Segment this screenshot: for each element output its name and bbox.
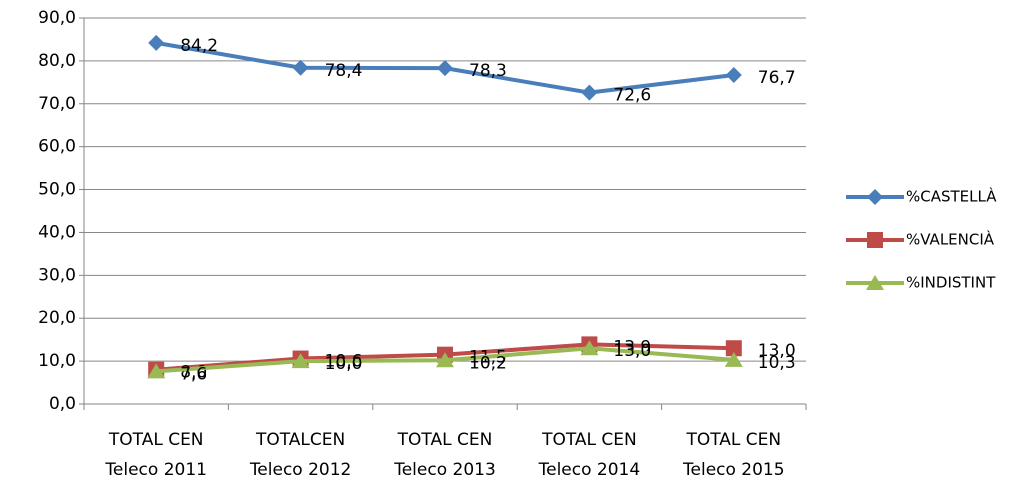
y-tick-label: 40,0 xyxy=(38,222,76,242)
y-tick-label: 70,0 xyxy=(38,94,76,114)
legend-marker xyxy=(867,189,883,205)
x-tick-label: Teleco 2011 xyxy=(104,460,207,480)
x-tick-label: TOTAL CEN xyxy=(108,430,204,450)
y-tick-label: 0,0 xyxy=(49,394,76,414)
x-tick-label: Teleco 2014 xyxy=(538,460,641,480)
data-label: 13,0 xyxy=(758,341,796,361)
legend-marker xyxy=(867,232,883,248)
point xyxy=(147,363,166,379)
data-label: 7,6 xyxy=(180,364,207,384)
data-label: 10,2 xyxy=(469,353,507,373)
point xyxy=(581,84,598,101)
data-label: 13,0 xyxy=(613,341,651,361)
y-tick-label: 80,0 xyxy=(38,51,76,71)
data-label: 76,7 xyxy=(758,68,796,88)
x-tick-label: Teleco 2013 xyxy=(393,460,496,480)
x-tick-label: TOTAL CEN xyxy=(397,430,493,450)
x-tick-label: TOTALCEN xyxy=(255,430,345,450)
legend-label: %VALENCIÀ xyxy=(906,230,995,249)
point xyxy=(148,34,165,51)
point xyxy=(725,340,742,357)
point xyxy=(437,60,453,77)
point xyxy=(580,340,599,356)
y-tick-label: 90,0 xyxy=(38,8,76,28)
x-tick-label: Teleco 2012 xyxy=(249,460,352,480)
x-tick-label: Teleco 2015 xyxy=(682,460,785,480)
point xyxy=(436,352,454,368)
y-tick-label: 20,0 xyxy=(38,308,76,328)
x-tick-label: TOTAL CEN xyxy=(685,430,781,450)
point xyxy=(292,59,309,76)
data-label: 72,6 xyxy=(613,86,651,106)
legend-label: %INDISTINT xyxy=(906,274,996,292)
y-tick-label: 60,0 xyxy=(38,137,76,157)
y-tick-label: 50,0 xyxy=(38,180,76,200)
data-label: 84,2 xyxy=(180,36,218,56)
point xyxy=(725,67,742,84)
point xyxy=(291,353,310,369)
point xyxy=(724,351,743,367)
data-label: 10,0 xyxy=(325,354,363,374)
data-label: 78,3 xyxy=(469,61,507,81)
x-tick-label: TOTAL CEN xyxy=(541,430,637,450)
legend-marker xyxy=(866,275,884,290)
data-label: 10,3 xyxy=(758,353,796,373)
y-tick-label: 30,0 xyxy=(38,265,76,285)
legend-label: %CASTELLÀ xyxy=(906,187,997,206)
data-label: 78,4 xyxy=(325,61,363,81)
y-tick-label: 10,0 xyxy=(38,351,76,371)
